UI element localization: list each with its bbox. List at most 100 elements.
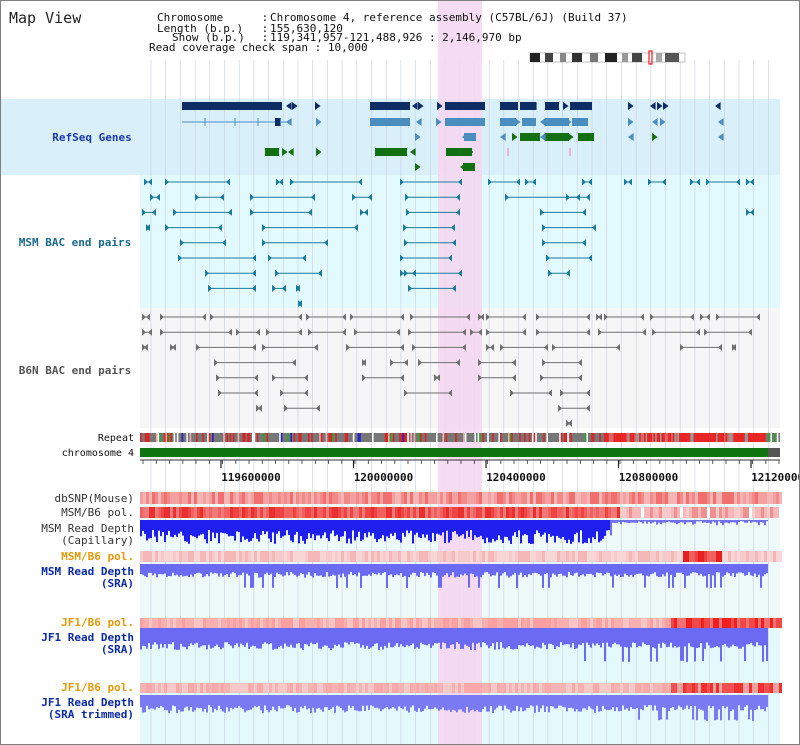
- msm-bac-pair-end: [582, 239, 586, 247]
- repeat-element: [754, 433, 756, 442]
- msm-bac-pair-end: [298, 300, 302, 308]
- repeat-track[interactable]: [140, 433, 780, 442]
- jf1-sra-depth-bar: [740, 628, 742, 649]
- msm-sra-depth-bar: [562, 564, 564, 576]
- jf1-trimmed-depth-bar: [494, 695, 496, 710]
- msm-capillary-depth-bar: [548, 520, 550, 534]
- chromosome-bar[interactable]: [140, 448, 780, 457]
- jf1-sra-depth-bar: [366, 628, 368, 646]
- msm-sra-pol-cell: [239, 551, 242, 562]
- msm-sra-depth-bar: [202, 564, 204, 578]
- msm-capillary-depth-bar: [594, 520, 596, 540]
- msm-bac-pair-end: [582, 208, 586, 216]
- jf1-pol-cell: [368, 618, 371, 628]
- b6n-bac-pair-end: [598, 313, 602, 321]
- b6n-bac-pair-end: [448, 389, 452, 397]
- data-tracks[interactable]: [140, 492, 782, 721]
- refseq-gene-arrow: [410, 148, 416, 156]
- msm-pol-cell: [515, 507, 518, 518]
- jf1-pol-cell: [257, 618, 260, 628]
- msm-sra-depth-bar: [328, 564, 330, 577]
- refseq-genes-track[interactable]: [182, 102, 724, 171]
- repeat-element: [300, 433, 302, 442]
- jf1-sra-depth-bar: [316, 628, 318, 643]
- jf1-pol-cell: [587, 618, 590, 628]
- msm-bac-pair-end: [364, 208, 368, 216]
- b6n-bac-track[interactable]: [142, 313, 760, 427]
- msm-sra-depth-bar: [306, 564, 308, 575]
- jf1-trimmed-depth-bar: [318, 695, 320, 708]
- msm-capillary-depth-bar: [334, 520, 336, 537]
- msm-capillary-depth-bar: [754, 520, 756, 522]
- msm-capillary-depth-bar: [508, 520, 510, 541]
- jf1-sra-depth-bar: [298, 628, 300, 643]
- dbsnp-cell: [518, 492, 521, 504]
- jf1-trimmed-pol-cell: [239, 683, 242, 693]
- msm-capillary-depth-bar: [254, 520, 256, 534]
- msm-capillary-depth-bar: [230, 520, 232, 536]
- jf1-trimmed-pol-cell: [767, 683, 770, 693]
- msm-sra-depth-bar: [636, 564, 638, 574]
- repeat-element: [248, 433, 251, 442]
- msm-sra-pol-cell: [449, 551, 452, 562]
- msm-sra-pol-cell: [299, 551, 302, 562]
- jf1-trimmed-pol-cell: [320, 683, 323, 693]
- repeat-element: [605, 433, 608, 442]
- msm-capillary-depth-bar: [200, 520, 202, 535]
- jf1-sra-depth-bar: [390, 628, 392, 648]
- msm-capillary-depth-bar: [670, 520, 672, 523]
- dbsnp-cell: [677, 492, 680, 504]
- jf1-sra-depth-bar: [698, 628, 700, 648]
- jf1-trimmed-depth-bar: [586, 695, 588, 710]
- msm-sra-pol-cell: [596, 551, 599, 562]
- msm-sra-pol-cell: [296, 551, 299, 562]
- msm-sra-depth-bar: [460, 564, 462, 575]
- msm-sra-pol-cell: [290, 551, 293, 562]
- jf1-pol-cell: [758, 618, 761, 628]
- msm-pol-cell: [743, 507, 746, 518]
- repeat-element: [511, 433, 513, 442]
- msm-bac-pair-end: [746, 178, 750, 186]
- msm-capillary-depth-bar: [150, 520, 152, 539]
- jf1-trimmed-depth-bar: [354, 695, 356, 711]
- dbsnp-cell: [665, 492, 668, 504]
- jf1-pol-cell: [632, 618, 635, 628]
- jf1-pol-cell: [725, 618, 728, 628]
- msm-pol-cell: [647, 507, 650, 518]
- msm-capillary-depth-bar: [410, 520, 412, 531]
- jf1-sra-depth-bar: [412, 628, 414, 644]
- repeat-element: [584, 433, 587, 442]
- msm-capillary-depth-bar: [692, 520, 694, 525]
- msm-sra-pol-cell: [491, 551, 494, 562]
- msm-capillary-depth-bar: [194, 520, 196, 537]
- msm-sra-depth-bar: [268, 564, 270, 575]
- repeat-element: [631, 433, 633, 442]
- msm-sra-pol-cell: [215, 551, 218, 562]
- b6n-bac-pair-end: [256, 328, 260, 336]
- jf1-trimmed-pol-cell: [449, 683, 452, 693]
- jf1-trimmed-pol-cell: [497, 683, 500, 693]
- jf1-pol-cell: [269, 618, 272, 628]
- jf1-pol-cell: [152, 618, 155, 628]
- msm-sra-depth-bar: [304, 564, 306, 578]
- dbsnp-cell: [314, 492, 317, 504]
- msm-bac-track[interactable]: [142, 178, 754, 308]
- dbsnp-cell: [287, 492, 290, 504]
- msm-sra-depth-bar: [204, 564, 206, 577]
- jf1-trimmed-depth-bar: [168, 695, 170, 713]
- chromosome-ideogram[interactable]: [529, 50, 686, 65]
- dbsnp-cell: [389, 492, 392, 504]
- msm-pol-cell: [473, 507, 476, 518]
- repeat-element: [405, 433, 408, 442]
- msm-capillary-depth-bar: [720, 520, 722, 523]
- msm-capillary-depth-bar: [470, 520, 472, 530]
- msm-pol-cell: [635, 507, 638, 518]
- refseq-gene-arrow: [416, 118, 422, 126]
- msm-sra-depth-bar: [642, 564, 644, 576]
- msm-sra-depth-bar: [154, 564, 156, 574]
- msm-sra-pol-cell: [227, 551, 230, 562]
- msm-pol-cell: [437, 507, 440, 518]
- jf1-sra-depth-bar: [472, 628, 474, 643]
- b6n-bac-pair-end: [142, 313, 146, 321]
